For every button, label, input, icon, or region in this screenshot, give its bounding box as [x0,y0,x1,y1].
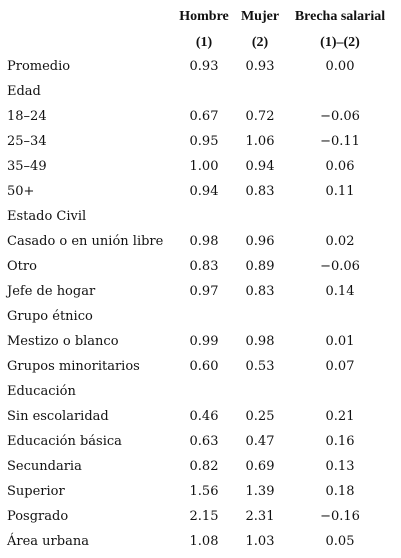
cell-value: 0.72 [245,109,275,124]
column-header: Hombre [179,9,229,24]
cell-value: 2.15 [189,509,219,524]
cell-value: 0.69 [245,459,275,474]
column-header: (1) [195,35,213,50]
row-label: 35–49 [7,159,47,174]
cell-value: 0.01 [325,334,355,349]
cell-value: 1.06 [245,134,275,149]
cell-value: 0.83 [189,259,219,274]
cell-value: −0.06 [320,259,360,274]
cell-value: 0.47 [245,434,275,449]
cell-value: 0.07 [325,359,355,374]
cell-value: 0.98 [245,334,275,349]
row-label: Sin escolaridad [7,409,109,424]
cell-value: 1.03 [245,534,275,549]
row-label: Superior [7,484,65,499]
cell-value: 0.25 [245,409,275,424]
row-label: Secundaria [7,459,82,474]
cell-value: 0.94 [245,159,275,174]
cell-value: 1.00 [189,159,219,174]
cell-value: 0.46 [189,409,219,424]
section-label: Grupo étnico [7,309,93,324]
cell-value: 0.02 [325,234,355,249]
row-label: Otro [7,259,37,274]
row-label: Posgrado [7,509,69,524]
cell-value: 0.60 [189,359,219,374]
cell-value: 1.56 [189,484,219,499]
cell-value: 0.93 [245,59,275,74]
row-label: Promedio [7,59,71,74]
cell-value: 0.16 [325,434,355,449]
section-label: Estado Civil [7,209,87,224]
cell-value: −0.16 [320,509,360,524]
cell-value: 0.05 [325,534,355,549]
cell-value: 0.82 [189,459,219,474]
cell-value: 1.39 [245,484,275,499]
row-label: Casado o en unión libre [7,234,164,249]
cell-value: 0.14 [325,284,355,299]
cell-value: 0.11 [325,184,355,199]
cell-value: 0.83 [245,284,275,299]
cell-value: 0.83 [245,184,275,199]
cell-value: 0.94 [189,184,219,199]
cell-value: 1.08 [189,534,219,549]
cell-value: 0.99 [189,334,219,349]
cell-value: −0.11 [320,134,360,149]
column-header: Brecha salarial [294,9,386,24]
column-header: (1)–(2) [320,35,360,50]
column-header: Mujer [240,9,280,24]
cell-value: 0.97 [189,284,219,299]
section-label: Educación [7,384,76,399]
row-label: 25–34 [7,134,47,149]
cell-value: 0.98 [189,234,219,249]
cell-value: 0.67 [189,109,219,124]
row-label: Grupos minoritarios [7,359,140,374]
column-header: (2) [251,35,269,50]
row-label: Mestizo o blanco [7,334,119,349]
row-label: Jefe de hogar [7,284,96,299]
cell-value: 0.13 [325,459,355,474]
row-label: 18–24 [7,109,47,124]
cell-value: 0.93 [189,59,219,74]
cell-value: 0.95 [189,134,219,149]
row-label: Área urbana [7,534,89,549]
row-label: Educación básica [7,434,122,449]
cell-value: 0.63 [189,434,219,449]
cell-value: 0.18 [325,484,355,499]
cell-value: 0.06 [325,159,355,174]
cell-value: 0.89 [245,259,275,274]
cell-value: 0.21 [325,409,355,424]
cell-value: 0.00 [325,59,355,74]
section-label: Edad [7,84,41,99]
cell-value: 0.96 [245,234,275,249]
cell-value: 0.53 [245,359,275,374]
cell-value: −0.06 [320,109,360,124]
cell-value: 2.31 [245,509,275,524]
row-label: 50+ [7,184,35,199]
